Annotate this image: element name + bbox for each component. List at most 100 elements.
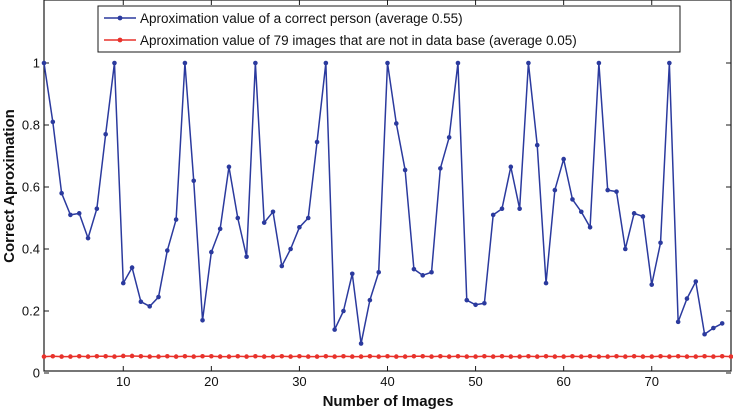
data-point-correct-person (235, 215, 241, 221)
x-tick-label: 60 (556, 374, 570, 389)
data-point-not-in-database (552, 354, 558, 359)
data-point-correct-person (50, 119, 56, 125)
data-point-not-in-database (261, 354, 267, 359)
data-point-correct-person (499, 206, 505, 211)
data-point-correct-person (411, 266, 417, 272)
data-point-not-in-database (623, 354, 628, 359)
data-point-correct-person (129, 265, 135, 270)
data-point-not-in-database (508, 354, 514, 359)
data-point-not-in-database (94, 353, 100, 359)
data-point-not-in-database (446, 354, 452, 359)
data-point-not-in-database (649, 354, 655, 359)
axis-ticks: 10 20 30 40 50 60 70 0 0.2 0.4 0.6 0.8 1 (22, 0, 731, 389)
data-point-correct-person (570, 197, 575, 202)
data-point-not-in-database (561, 354, 566, 359)
data-point-not-in-database (279, 353, 285, 359)
data-point-not-in-database (578, 354, 584, 359)
data-point-not-in-database (165, 353, 170, 359)
data-point-correct-person (209, 249, 214, 255)
data-point-correct-person (341, 308, 346, 314)
data-point-correct-person (543, 280, 549, 286)
data-point-not-in-database (76, 353, 82, 359)
data-point-not-in-database (587, 353, 593, 359)
data-point-not-in-database (226, 354, 232, 359)
data-point-not-in-database (420, 353, 426, 359)
data-point-not-in-database (534, 354, 540, 359)
data-point-correct-person (94, 206, 100, 211)
data-point-not-in-database (323, 353, 329, 359)
data-point-not-in-database (314, 354, 320, 359)
data-point-correct-person (693, 279, 699, 284)
y-tick-label: 0.6 (22, 180, 40, 195)
data-point-not-in-database (147, 354, 152, 359)
data-point-correct-person (305, 215, 311, 221)
data-point-not-in-database (675, 353, 681, 359)
data-point-correct-person (279, 263, 285, 269)
data-point-correct-person (138, 299, 144, 305)
data-point-correct-person (394, 121, 399, 126)
data-point-not-in-database (429, 354, 434, 359)
data-point-not-in-database (349, 354, 355, 359)
data-point-correct-person (156, 294, 161, 300)
x-tick-label: 30 (292, 374, 306, 389)
data-point-not-in-database (394, 354, 399, 359)
data-point-not-in-database (297, 353, 302, 359)
data-point-correct-person (226, 164, 232, 170)
x-tick-label: 20 (204, 374, 218, 389)
data-point-not-in-database (59, 354, 64, 359)
data-point-correct-person (482, 300, 487, 306)
data-point-correct-person (711, 325, 716, 331)
data-point-not-in-database (68, 354, 73, 359)
data-point-not-in-database (253, 353, 258, 359)
data-point-correct-person (614, 189, 619, 194)
data-point-not-in-database (482, 353, 487, 359)
data-point-not-in-database (332, 354, 337, 359)
data-point-not-in-database (402, 354, 408, 359)
data-point-not-in-database (156, 354, 161, 359)
data-point-not-in-database (129, 353, 135, 359)
data-point-correct-person (429, 269, 434, 275)
data-point-not-in-database (728, 354, 733, 359)
x-tick-label: 40 (380, 374, 394, 389)
data-point-not-in-database (464, 354, 470, 359)
data-point-not-in-database (103, 353, 108, 359)
data-point-correct-person (420, 273, 426, 278)
data-point-correct-person (200, 318, 205, 323)
data-point-not-in-database (596, 354, 602, 359)
data-point-not-in-database (376, 354, 381, 359)
data-point-correct-person (675, 319, 681, 325)
data-point-not-in-database (235, 353, 241, 359)
data-point-correct-person (605, 187, 610, 193)
data-point-not-in-database (684, 354, 690, 359)
data-point-not-in-database (658, 353, 663, 359)
data-point-correct-person (534, 142, 540, 148)
data-point-not-in-database (543, 353, 549, 359)
data-point-correct-person (165, 248, 170, 253)
data-point-correct-person (385, 60, 390, 66)
data-point-correct-person (649, 282, 655, 287)
y-tick-label: 0.2 (22, 304, 40, 319)
data-point-correct-person (244, 254, 249, 260)
data-point-correct-person (112, 60, 117, 66)
data-point-correct-person (253, 60, 258, 66)
data-point-not-in-database (490, 354, 496, 359)
data-point-correct-person (261, 220, 267, 225)
data-point-not-in-database (173, 354, 179, 359)
data-point-correct-person (578, 209, 584, 215)
data-point-correct-person (182, 60, 188, 66)
series-layer (41, 60, 733, 359)
data-point-correct-person (438, 166, 443, 171)
data-point-correct-person (217, 226, 223, 232)
x-tick-label: 70 (644, 374, 658, 389)
legend-entry-correct-person: Aproximation value of a correct person (… (140, 11, 463, 26)
data-point-not-in-database (517, 354, 522, 359)
data-point-correct-person (120, 280, 126, 286)
data-point-correct-person (270, 209, 276, 215)
data-point-correct-person (173, 217, 179, 222)
data-point-not-in-database (50, 353, 56, 359)
data-point-not-in-database (209, 353, 214, 359)
data-point-not-in-database (217, 354, 223, 359)
y-tick-label: 1 (33, 56, 40, 71)
y-tick-label: 0.4 (22, 242, 40, 257)
